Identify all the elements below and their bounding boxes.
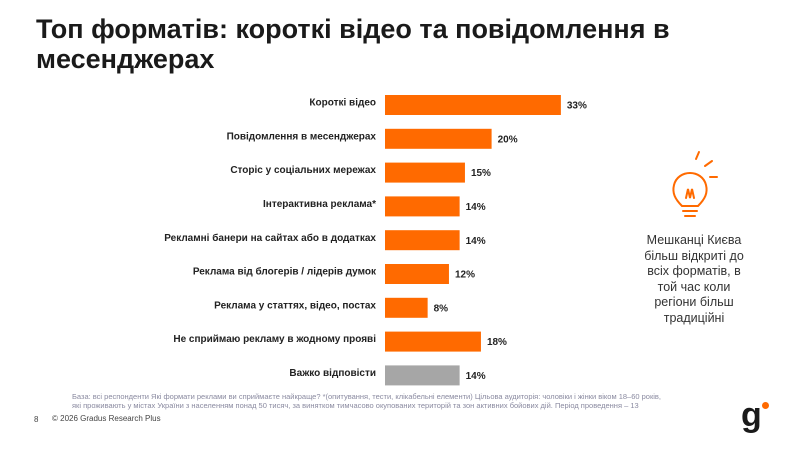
page-number: 8	[34, 415, 39, 424]
value-label: 14%	[466, 202, 486, 213]
value-label: 12%	[455, 270, 475, 281]
category-label: Повідомлення в месенджерах	[227, 131, 377, 142]
logo: g	[741, 396, 769, 435]
category-label: Короткі відео	[309, 98, 376, 109]
lightbulb-icon	[672, 151, 718, 217]
category-label: Сторіс у соціальних мережах	[230, 165, 376, 176]
value-label: 20%	[498, 134, 518, 145]
category-label: Рекламні банери на сайтах або в додатках	[164, 232, 376, 244]
footnote: База: всі респонденти Які формати реклам…	[72, 392, 661, 410]
bar	[385, 365, 460, 386]
bar	[385, 230, 460, 251]
category-label: Важко відповісти	[289, 368, 376, 379]
logo-dot	[761, 402, 769, 409]
value-label: 14%	[466, 371, 486, 382]
logo-text: g	[741, 396, 762, 434]
bar	[385, 196, 460, 217]
copyright: © 2026 Gradus Research Plus	[52, 414, 161, 423]
bar	[385, 297, 428, 318]
bar	[385, 95, 561, 115]
bar	[385, 331, 481, 352]
value-label: 18%	[487, 337, 507, 348]
category-label: Реклама від блогерів / лідерів думок	[193, 266, 377, 278]
slide-title: Топ форматів: короткі відео та повідомле…	[36, 14, 670, 74]
bar	[385, 128, 492, 149]
category-label: Реклама у статтях, відео, постах	[214, 300, 376, 311]
value-label: 8%	[434, 303, 449, 314]
side-note: Мешканці Києва більш відкриті до всіх фо…	[644, 233, 744, 325]
category-label: Не сприймаю рекламу в жодному прояві	[173, 334, 376, 345]
value-label: 14%	[466, 236, 486, 247]
category-label: Інтерактивна реклама*	[263, 199, 376, 210]
bar	[385, 162, 465, 183]
value-label: 15%	[471, 168, 491, 179]
bar	[385, 264, 449, 284]
value-label: 33%	[567, 101, 587, 112]
